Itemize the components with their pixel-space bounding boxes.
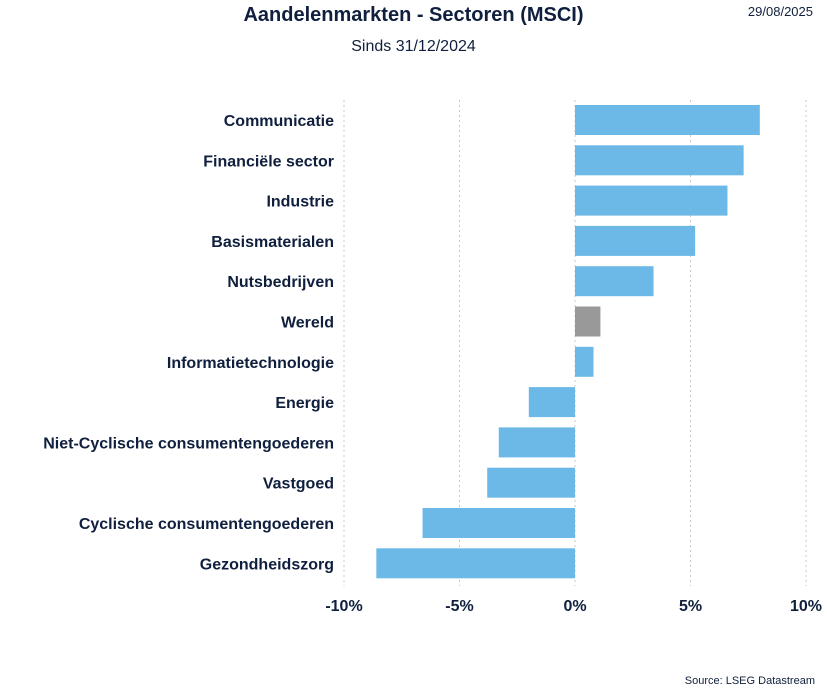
bar-basismaterialen [575, 225, 696, 256]
category-label: Niet-Cyclische consumentengoederen [43, 435, 334, 452]
x-tick-label: 10% [790, 598, 822, 615]
bar-vastgoed [487, 467, 575, 498]
category-label: Gezondheidszorg [200, 556, 334, 573]
category-label: Communicatie [224, 113, 334, 130]
bar-informatietechnologie [575, 346, 594, 377]
category-label: Vastgoed [263, 476, 334, 493]
report-date: 29/08/2025 [747, 4, 813, 19]
chart-subtitle: Sinds 31/12/2024 [351, 38, 476, 55]
bar-wereld [575, 306, 601, 337]
category-label: Basismaterialen [211, 234, 334, 251]
bar-gezondheidszorg [376, 548, 575, 579]
x-tick-label: -5% [445, 598, 473, 615]
bar-cyclische-consumentengoederen [422, 508, 575, 538]
category-label: Nutsbedrijven [227, 274, 334, 291]
category-label: Financiële sector [203, 153, 334, 170]
category-label: Energie [275, 395, 334, 412]
source-note: Source: LSEG Datastream [684, 675, 815, 687]
x-tick-label: -10% [325, 598, 362, 615]
bar-communicatie [575, 105, 760, 135]
category-label: Cyclische consumentengoederen [79, 516, 334, 533]
x-tick-label: 0% [563, 598, 586, 615]
category-label: Informatietechnologie [167, 355, 334, 372]
bar-niet-cyclische-consumentengoederen [498, 427, 575, 458]
category-label: Wereld [281, 315, 334, 332]
x-tick-label: 5% [679, 598, 702, 615]
bar-energie [528, 387, 575, 418]
bar-nutsbedrijven [575, 266, 654, 297]
bar-financi-le-sector [575, 145, 744, 176]
bar-industrie [575, 185, 728, 216]
chart-title: Aandelenmarkten - Sectoren (MSCI) [243, 4, 584, 26]
category-label: Industrie [266, 194, 334, 211]
